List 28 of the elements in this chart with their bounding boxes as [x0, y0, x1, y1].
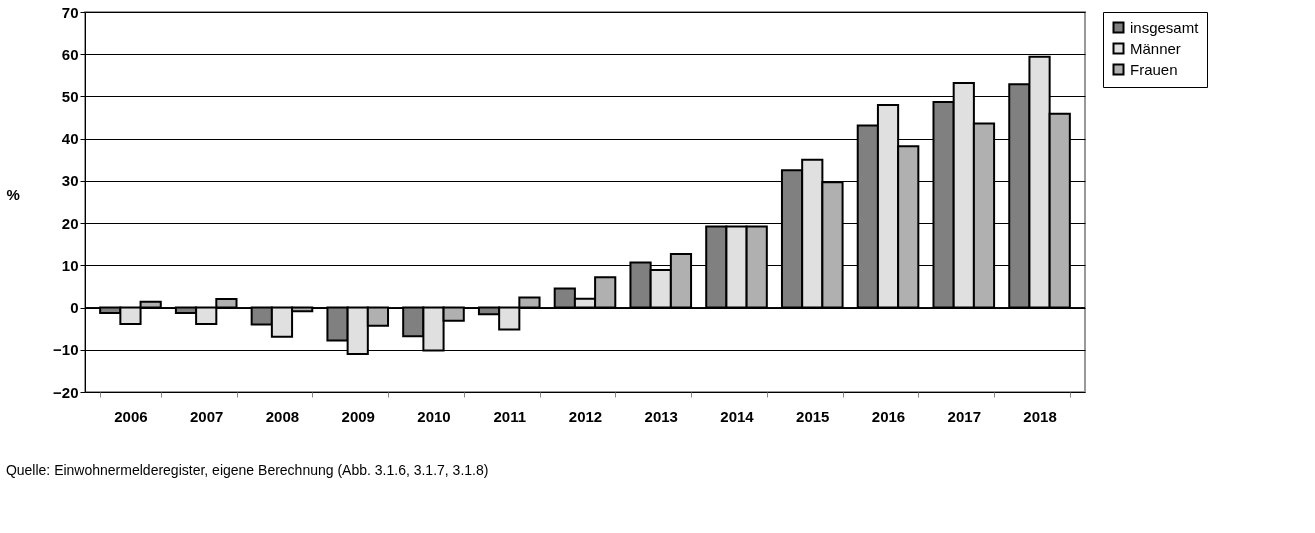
- source-note: Quelle: Einwohnermelderegister, eigene Berechnung (Abb. 3.1.6, 3.1.7, 3.1.8): [5, 462, 489, 478]
- x-tick-label: 2006: [114, 407, 148, 425]
- y-tick-label: 30: [61, 172, 79, 190]
- y-tick-label: 70: [61, 3, 79, 21]
- y-tick-label: −10: [53, 341, 79, 359]
- y-tick-label: 0: [70, 299, 79, 317]
- x-tick-label: 2015: [796, 407, 830, 425]
- x-tick-label: 2010: [417, 407, 451, 425]
- y-tick-label: 10: [61, 256, 79, 274]
- x-tick-label: 2016: [871, 407, 906, 425]
- x-tick-label: 2007: [190, 407, 224, 425]
- y-tick-label: 20: [61, 214, 79, 232]
- x-tick-label: 2013: [644, 407, 678, 425]
- legend-label: Frauen: [1130, 60, 1178, 78]
- y-tick-label: 40: [61, 130, 79, 148]
- y-axis-title: %: [6, 185, 20, 203]
- x-tick-label: 2008: [265, 407, 300, 425]
- y-tick-label: −20: [53, 383, 79, 401]
- x-tick-label: 2014: [720, 407, 755, 425]
- y-tick-label: 50: [61, 87, 79, 105]
- legend-label: Männer: [1130, 39, 1181, 57]
- x-tick-label: 2018: [1023, 407, 1057, 425]
- y-tick-label: 60: [61, 45, 79, 63]
- x-tick-label: 2017: [947, 407, 981, 425]
- x-tick-label: 2012: [568, 407, 603, 425]
- legend-label: insgesamt: [1130, 18, 1200, 36]
- x-tick-label: 2009: [341, 407, 375, 425]
- x-tick-label: 2011: [493, 407, 527, 425]
